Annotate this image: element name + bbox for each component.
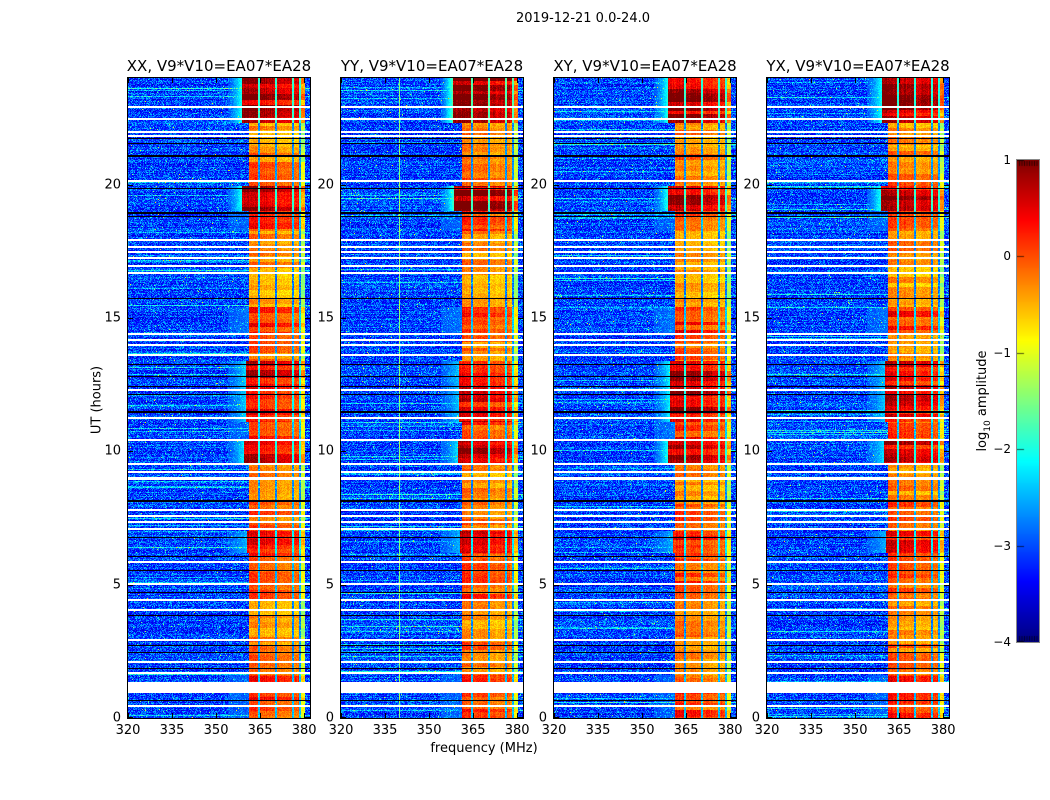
panel-title-yy: YY, V9*V10=EA07*EA28 <box>340 57 524 75</box>
y-tick-label-5: 5 <box>325 577 334 593</box>
x-tick-label-365: 365 <box>886 723 912 738</box>
x-tick-label-380: 380 <box>504 723 530 738</box>
colorbar-tick-label--2: −2 <box>993 442 1011 457</box>
y-tick-label-0: 0 <box>112 710 121 726</box>
y-tick-label-20: 20 <box>530 177 547 193</box>
y-tick-label-10: 10 <box>743 443 760 459</box>
colorbar-label: log10 amplitude <box>975 350 993 451</box>
x-tick-label-365: 365 <box>673 723 699 738</box>
colorbar-label-prefix: log <box>975 431 991 452</box>
panel-title-yx: YX, V9*V10=EA07*EA28 <box>766 57 950 75</box>
x-axis-label: frequency (MHz) <box>430 741 538 756</box>
x-tick-label-335: 335 <box>798 723 824 738</box>
y-tick-label-20: 20 <box>104 177 121 193</box>
panel-xy: XY, V9*V10=EA07*EA28 320 335 350 365 380 0 5 10… <box>530 57 742 737</box>
y-tick-label-15: 15 <box>530 310 547 326</box>
x-tick-label-335: 335 <box>372 723 398 738</box>
y-tick-label-10: 10 <box>530 443 547 459</box>
panel-yx: YX, V9*V10=EA07*EA28 320 335 350 365 380 0 5 10… <box>743 57 955 737</box>
x-tick-label-350: 350 <box>842 723 868 738</box>
colorbar-canvas <box>1016 159 1040 643</box>
y-tick-label-0: 0 <box>325 710 334 726</box>
panel-title-xx: XX, V9*V10=EA07*EA28 <box>126 57 312 75</box>
x-tick-label-380: 380 <box>717 723 743 738</box>
colorbar-tick-label--1: −1 <box>993 345 1011 360</box>
y-tick-label-15: 15 <box>743 310 760 326</box>
colorbar-tick-label--4: −4 <box>993 635 1011 649</box>
x-tick-label-365: 365 <box>247 723 273 738</box>
colorbar-label-sub: 10 <box>982 420 993 432</box>
spectrogram-canvas-xy <box>553 77 737 719</box>
panel-xx: XX, V9*V10=EA07*EA28 320 335 350 365 380 0 5 10… <box>104 57 316 737</box>
y-tick-label-0: 0 <box>538 710 547 726</box>
colorbar-tick-label--3: −3 <box>993 538 1011 553</box>
x-tick-label-320: 320 <box>115 723 141 738</box>
x-tick-label-335: 335 <box>159 723 185 738</box>
y-tick-label-20: 20 <box>317 177 334 193</box>
x-tick-label-335: 335 <box>585 723 611 738</box>
y-tick-label-5: 5 <box>751 577 760 593</box>
colorbar-tick-label-1: 1 <box>1003 153 1011 167</box>
colorbar-tick-label-0: 0 <box>1003 249 1011 264</box>
colorbar-label-suffix: amplitude <box>975 350 991 421</box>
y-axis-label: UT (hours) <box>89 365 105 435</box>
x-tick-label-365: 365 <box>460 723 486 738</box>
y-tick-label-0: 0 <box>751 710 760 726</box>
y-tick-label-20: 20 <box>743 177 760 193</box>
y-tick-label-15: 15 <box>317 310 334 326</box>
spectrogram-canvas-yx <box>766 77 950 719</box>
y-tick-label-10: 10 <box>317 443 334 459</box>
x-tick-label-320: 320 <box>328 723 354 738</box>
x-tick-label-350: 350 <box>416 723 442 738</box>
spectrogram-canvas-yy <box>340 77 524 719</box>
x-tick-label-380: 380 <box>930 723 956 738</box>
panel-yy: YY, V9*V10=EA07*EA28 320 335 350 365 380 0 5 10… <box>317 57 529 737</box>
panel-title-xy: XY, V9*V10=EA07*EA28 <box>553 57 737 75</box>
figure-title: 2019-12-21 0.0-24.0 <box>516 11 650 26</box>
colorbar <box>1016 159 1040 643</box>
x-tick-label-350: 350 <box>629 723 655 738</box>
x-tick-label-320: 320 <box>754 723 780 738</box>
y-tick-label-5: 5 <box>538 577 547 593</box>
x-tick-label-350: 350 <box>203 723 229 738</box>
y-tick-label-5: 5 <box>112 577 121 593</box>
x-tick-label-320: 320 <box>541 723 567 738</box>
x-tick-label-380: 380 <box>291 723 317 738</box>
y-tick-label-10: 10 <box>104 443 121 459</box>
y-tick-label-15: 15 <box>104 310 121 326</box>
spectrogram-canvas-xx <box>127 77 311 719</box>
